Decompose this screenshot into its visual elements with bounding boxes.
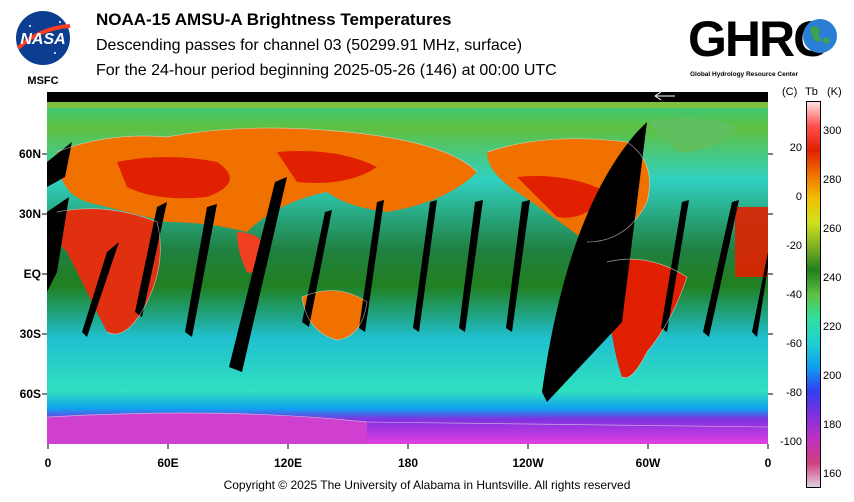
lon-label-180: 180	[397, 456, 419, 470]
lon-label-120e: 120E	[273, 456, 303, 470]
copyright-notice: Copyright © 2025 The University of Alaba…	[223, 478, 631, 492]
page-title: NOAA-15 AMSU-A Brightness Temperatures	[96, 10, 452, 29]
colorbar-header-c: (C)	[782, 86, 798, 98]
period-label: For the 24-hour period beginning 2025-05…	[96, 62, 557, 79]
ghrc-logo-graphic: GHRC	[688, 11, 837, 67]
lat-label-30s: 30S	[19, 327, 41, 341]
lat-label-60n: 60N	[18, 147, 41, 161]
lon-label-0: 0	[44, 456, 52, 470]
brightness-temperature-map	[46, 91, 769, 444]
ghrc-logo: GHRC Global Hydrology Resource Center	[688, 8, 848, 78]
colorbar	[806, 101, 821, 488]
map-image	[46, 91, 769, 444]
colorbar-k-tick: 200	[823, 370, 842, 382]
colorbar-k-tick: 280	[823, 174, 842, 186]
colorbar-c-tick: -100	[779, 436, 802, 448]
colorbar-k-tick: 260	[823, 223, 842, 235]
ghrc-caption: Global Hydrology Resource Center	[690, 71, 798, 78]
colorbar-header-tb: Tb	[805, 86, 818, 98]
land-greenland	[647, 118, 737, 152]
lat-label-30n: 30N	[18, 207, 41, 221]
colorbar-c-tick: 20	[789, 142, 802, 154]
colorbar-c-tick: 0	[795, 191, 802, 203]
lat-label-60s: 60S	[19, 387, 41, 401]
colorbar-k-tick: 240	[823, 272, 842, 284]
nasa-logo-text: NASA	[20, 31, 65, 48]
colorbar-k-tick: 180	[823, 419, 842, 431]
lat-label-eq: EQ	[23, 267, 41, 281]
colorbar-c-tick: -40	[786, 289, 802, 301]
colorbar-k-tick: 300	[823, 125, 842, 137]
colorbar-c-tick: -80	[786, 387, 802, 399]
page-subtitle: Descending passes for channel 03 (50299.…	[96, 37, 523, 54]
nasa-logo: NASA MSFC	[10, 8, 76, 87]
lon-label-60w: 60W	[635, 456, 661, 470]
arrow-icon	[654, 91, 675, 101]
colorbar-c-tick: -20	[786, 240, 802, 252]
nasa-caption: MSFC	[27, 75, 59, 87]
colorbar-header-k: (K)	[827, 86, 842, 98]
colorbar-k-tick: 220	[823, 321, 842, 333]
colorbar-k-tick: 160	[823, 468, 842, 480]
nasa-meatball-icon: NASA	[16, 11, 71, 65]
land-antarctica	[47, 413, 367, 444]
lon-label-60e: 60E	[157, 456, 179, 470]
lon-label-0-end: 0	[764, 456, 772, 470]
land-south-america	[607, 259, 687, 378]
land-australia	[302, 290, 367, 340]
colorbar-c-tick: -60	[786, 338, 802, 350]
lon-label-120w: 120W	[512, 456, 544, 470]
